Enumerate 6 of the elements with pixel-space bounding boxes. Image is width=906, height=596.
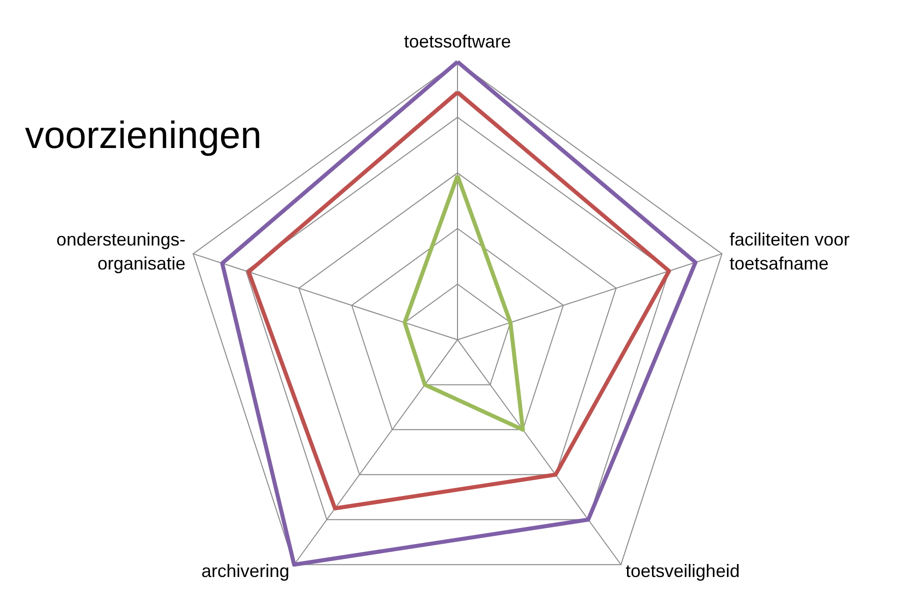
spoke-label: archivering <box>201 561 290 582</box>
spoke-label: ondersteunings- organisatie <box>56 229 186 274</box>
spoke-label: faciliteiten voor toetsafname <box>730 229 850 274</box>
spoke-label: toetsveiligheid <box>626 561 740 582</box>
spoke-label: toetssoftware <box>404 32 512 52</box>
text: voorzieningen <box>25 115 262 157</box>
